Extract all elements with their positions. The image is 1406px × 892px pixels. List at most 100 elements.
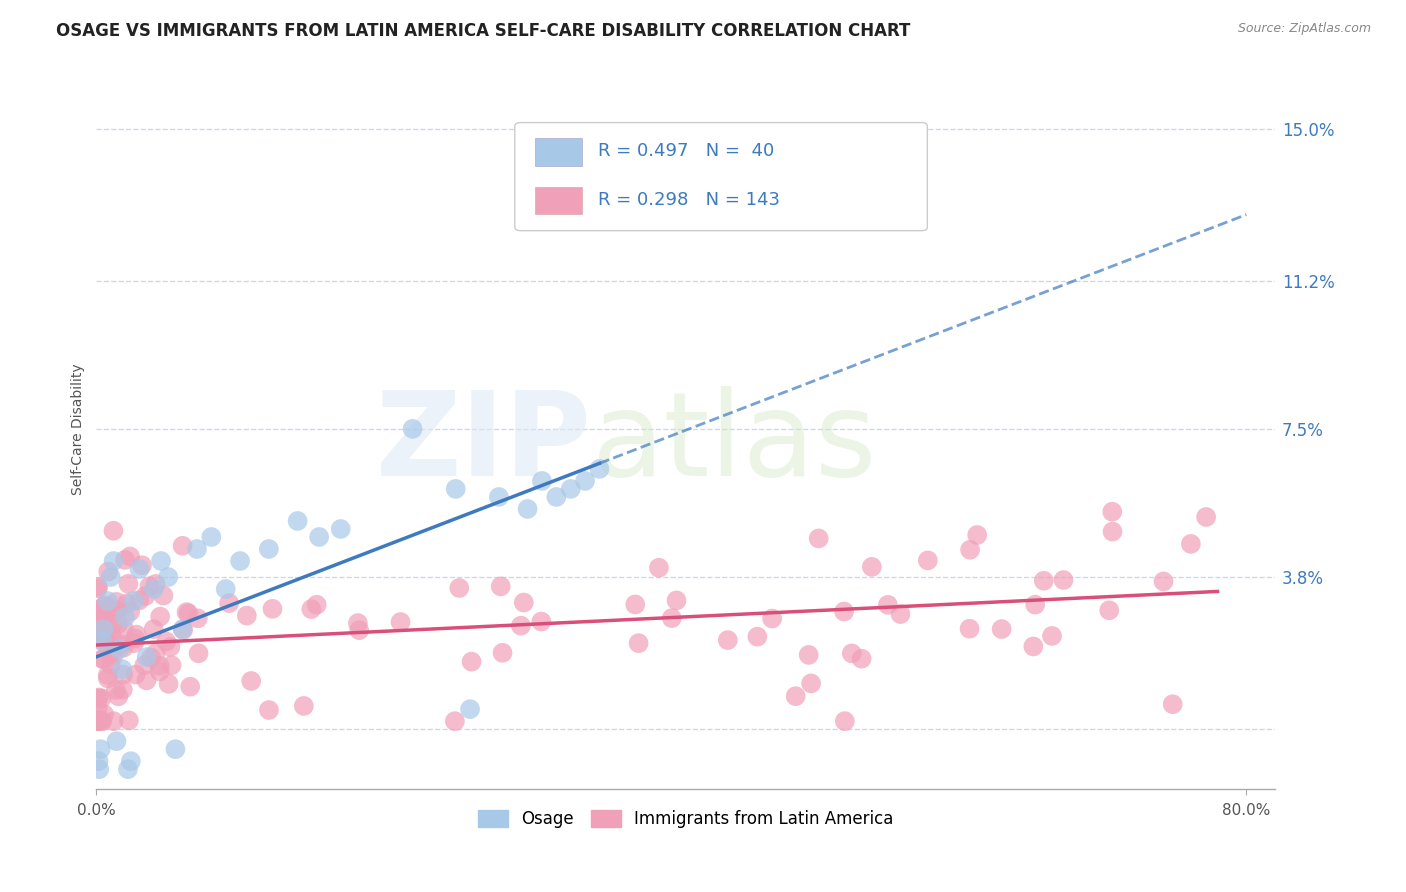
Point bbox=[717, 633, 740, 648]
Point bbox=[125, 627, 148, 641]
Point bbox=[150, 554, 173, 568]
Point bbox=[87, 582, 110, 596]
Point bbox=[100, 570, 122, 584]
Point bbox=[588, 462, 610, 476]
Point bbox=[513, 595, 536, 609]
Point bbox=[491, 646, 513, 660]
Point bbox=[104, 683, 127, 698]
Point bbox=[97, 565, 120, 579]
Legend: Osage, Immigrants from Latin America: Osage, Immigrants from Latin America bbox=[471, 804, 900, 835]
Point bbox=[87, 754, 110, 768]
Point bbox=[488, 490, 510, 504]
Point bbox=[97, 668, 120, 682]
Point bbox=[128, 593, 150, 607]
Point bbox=[1153, 574, 1175, 589]
FancyBboxPatch shape bbox=[534, 138, 582, 166]
Point bbox=[187, 646, 209, 660]
Point bbox=[138, 579, 160, 593]
Point bbox=[134, 658, 156, 673]
Point bbox=[112, 622, 135, 636]
Point bbox=[329, 522, 352, 536]
Point bbox=[90, 714, 112, 728]
Point bbox=[347, 615, 370, 630]
Point bbox=[800, 676, 823, 690]
Point bbox=[94, 626, 117, 640]
Point bbox=[142, 582, 165, 596]
Point bbox=[135, 673, 157, 688]
Point bbox=[111, 662, 134, 676]
Point bbox=[1195, 510, 1218, 524]
Point bbox=[120, 605, 142, 619]
Point bbox=[131, 558, 153, 573]
Point bbox=[155, 634, 177, 648]
Point bbox=[124, 632, 146, 646]
Text: Source: ZipAtlas.com: Source: ZipAtlas.com bbox=[1237, 22, 1371, 36]
Point bbox=[93, 615, 115, 630]
Point bbox=[444, 482, 467, 496]
Point bbox=[648, 560, 671, 574]
Point bbox=[401, 422, 423, 436]
Point bbox=[449, 581, 471, 595]
Point bbox=[90, 610, 112, 624]
Point bbox=[308, 530, 330, 544]
Text: ZIP: ZIP bbox=[375, 385, 592, 500]
Point bbox=[187, 611, 209, 625]
Point bbox=[111, 682, 134, 697]
Point bbox=[172, 623, 194, 637]
Point bbox=[105, 734, 128, 748]
Text: R = 0.497   N =  40: R = 0.497 N = 40 bbox=[599, 143, 775, 161]
Point bbox=[1101, 505, 1123, 519]
Point bbox=[91, 714, 114, 728]
Point bbox=[149, 665, 172, 679]
Point bbox=[120, 754, 142, 768]
Point bbox=[159, 640, 181, 654]
Point bbox=[128, 562, 150, 576]
Point bbox=[574, 474, 596, 488]
Point bbox=[139, 650, 162, 665]
Point bbox=[236, 608, 259, 623]
Point bbox=[305, 598, 328, 612]
Point bbox=[516, 502, 538, 516]
Point bbox=[747, 630, 769, 644]
Point bbox=[103, 554, 125, 568]
Point bbox=[152, 589, 174, 603]
Point bbox=[134, 589, 156, 603]
Point bbox=[118, 714, 141, 728]
Point bbox=[990, 622, 1012, 636]
Point bbox=[91, 606, 114, 620]
Point bbox=[91, 652, 114, 666]
Text: R = 0.298   N = 143: R = 0.298 N = 143 bbox=[599, 191, 780, 209]
Point bbox=[177, 606, 200, 620]
Point bbox=[627, 636, 650, 650]
Point bbox=[489, 579, 512, 593]
Point bbox=[87, 580, 110, 594]
Point bbox=[257, 703, 280, 717]
Point bbox=[262, 602, 284, 616]
Point bbox=[91, 652, 114, 666]
Point bbox=[1180, 537, 1202, 551]
Point bbox=[841, 646, 863, 660]
Point bbox=[97, 594, 120, 608]
Point bbox=[1052, 573, 1074, 587]
Point bbox=[186, 541, 208, 556]
Point bbox=[530, 615, 553, 629]
Point bbox=[959, 542, 981, 557]
Point bbox=[1024, 598, 1046, 612]
Point bbox=[124, 667, 146, 681]
Point bbox=[851, 651, 873, 665]
Point bbox=[91, 634, 114, 648]
Point bbox=[108, 642, 131, 657]
Point bbox=[624, 598, 647, 612]
Point bbox=[917, 553, 939, 567]
Point bbox=[87, 714, 110, 728]
Point bbox=[240, 673, 263, 688]
Text: OSAGE VS IMMIGRANTS FROM LATIN AMERICA SELF-CARE DISABILITY CORRELATION CHART: OSAGE VS IMMIGRANTS FROM LATIN AMERICA S… bbox=[56, 22, 911, 40]
Point bbox=[87, 691, 110, 706]
Point bbox=[665, 593, 688, 607]
Y-axis label: Self-Care Disability: Self-Care Disability bbox=[72, 363, 86, 495]
Point bbox=[560, 482, 582, 496]
Point bbox=[1022, 640, 1045, 654]
Point bbox=[1101, 524, 1123, 539]
Point bbox=[122, 594, 145, 608]
Point bbox=[530, 474, 553, 488]
